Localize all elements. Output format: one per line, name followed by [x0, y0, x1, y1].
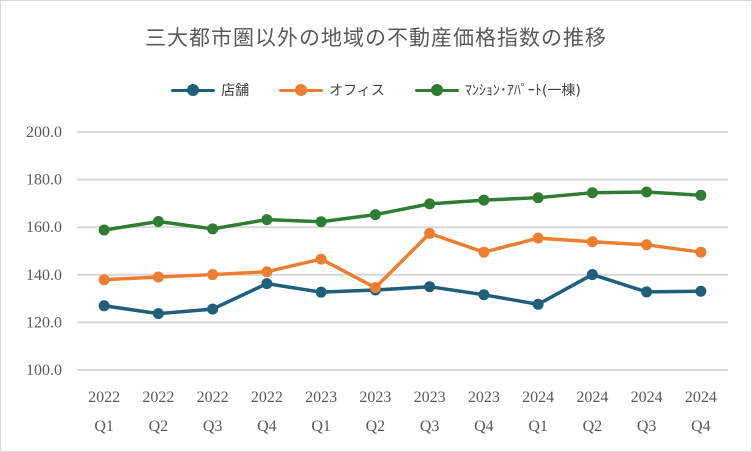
x-tick-quarter-10: Q3 [637, 418, 657, 435]
legend-item-2: ﾏﾝｼｮﾝ･ｱﾊﾟｰﾄ(一棟) [414, 80, 581, 100]
series-2-point-8 [532, 192, 544, 204]
x-tick-year-7: 2023 [468, 389, 500, 406]
y-tick-label-2: 140.0 [26, 267, 62, 284]
series-1-point-2 [207, 269, 219, 281]
chart-legend: 店舗 オフィス ﾏﾝｼｮﾝ･ｱﾊﾟｰﾄ(一棟) [0, 80, 752, 100]
legend-swatch-1 [279, 84, 324, 96]
series-1-point-5 [369, 282, 381, 294]
series-1-point-1 [152, 271, 164, 283]
x-tick-year-2: 2022 [197, 389, 229, 406]
series-1-point-3 [261, 266, 273, 278]
x-tick-year-0: 2022 [88, 389, 120, 406]
series-2-point-3 [261, 214, 273, 226]
series-2-point-11 [695, 189, 707, 201]
x-tick-year-3: 2022 [251, 389, 283, 406]
legend-swatch-0 [171, 84, 216, 96]
series-1-point-9 [586, 236, 598, 248]
x-tick-quarter-2: Q3 [203, 418, 223, 435]
x-tick-year-8: 2024 [522, 389, 554, 406]
series-line-0 [102, 272, 703, 316]
series-1-point-10 [641, 239, 653, 251]
series-1-point-8 [532, 232, 544, 244]
series-0-point-9 [586, 269, 598, 281]
x-tick-quarter-8: Q1 [528, 418, 548, 435]
series-0-point-0 [98, 300, 110, 312]
legend-dot-1 [295, 84, 308, 96]
legend-label-2: ﾏﾝｼｮﾝ･ｱﾊﾟｰﾄ(一棟) [464, 83, 581, 99]
x-tick-year-11: 2024 [685, 389, 717, 406]
legend-item-1: オフィス [279, 80, 385, 100]
legend-item-0: 店舗 [171, 80, 249, 100]
series-1-point-4 [315, 253, 327, 265]
x-tick-year-6: 2023 [414, 389, 446, 406]
x-tick-quarter-9: Q2 [583, 418, 603, 435]
x-tick-quarter-3: Q4 [257, 418, 277, 435]
series-2-point-2 [207, 223, 219, 235]
series-2-point-10 [641, 186, 653, 198]
series-0-point-8 [532, 298, 544, 310]
series-2-point-0 [98, 224, 110, 236]
x-tick-quarter-11: Q4 [691, 418, 711, 435]
x-tick-quarter-7: Q4 [474, 418, 494, 435]
series-0-point-7 [478, 289, 490, 301]
series-2-point-9 [586, 187, 598, 199]
x-tick-quarter-0: Q1 [94, 418, 114, 435]
y-tick-label-3: 160.0 [26, 219, 62, 236]
series-0-point-11 [695, 285, 707, 297]
series-1-point-0 [98, 274, 110, 286]
x-tick-year-10: 2024 [631, 389, 663, 406]
series-0-point-4 [315, 286, 327, 298]
series-2-point-5 [369, 209, 381, 221]
x-tick-year-9: 2024 [576, 389, 608, 406]
x-tick-year-4: 2023 [305, 389, 337, 406]
series-0-point-3 [261, 278, 273, 290]
legend-dot-0 [187, 84, 200, 96]
x-tick-quarter-5: Q2 [366, 418, 386, 435]
x-tick-quarter-4: Q1 [311, 418, 331, 435]
legend-label-0: 店舗 [221, 83, 250, 99]
legend-swatch-2 [414, 84, 459, 96]
x-tick-year-1: 2022 [142, 389, 174, 406]
series-1-point-6 [424, 227, 436, 239]
series-1-point-7 [478, 246, 490, 258]
chart-title: 三大都市圏以外の地域の不動産価格指数の推移 [145, 26, 607, 50]
series-1-point-11 [695, 246, 707, 258]
y-tick-label-4: 180.0 [26, 172, 62, 189]
legend-dot-2 [430, 84, 443, 96]
y-tick-label-0: 100.0 [26, 362, 62, 379]
series-0-point-10 [641, 286, 653, 298]
series-2-point-6 [424, 198, 436, 210]
series-2-point-7 [478, 194, 490, 206]
x-tick-quarter-6: Q3 [420, 418, 440, 435]
series-2-point-1 [152, 215, 164, 227]
series-0-point-6 [424, 281, 436, 293]
series-line-1 [102, 231, 703, 290]
series-2-point-4 [315, 216, 327, 228]
y-tick-label-1: 120.0 [26, 314, 62, 331]
legend-label-1: オフィス [329, 83, 385, 99]
series-0-point-2 [207, 303, 219, 315]
x-tick-year-5: 2023 [359, 389, 391, 406]
y-tick-label-5: 200.0 [26, 124, 62, 141]
series-0-point-1 [152, 308, 164, 320]
series-line-2 [102, 190, 703, 232]
x-tick-quarter-1: Q2 [149, 418, 169, 435]
